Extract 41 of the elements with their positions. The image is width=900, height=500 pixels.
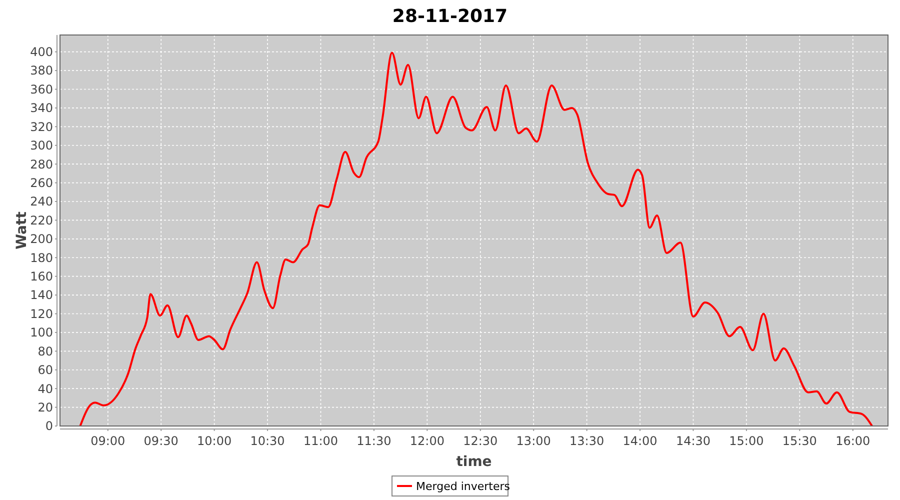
y-tick-label: 80: [38, 344, 53, 358]
y-tick-label: 340: [30, 101, 53, 116]
y-tick-label: 260: [30, 176, 53, 190]
y-tick-label: 240: [30, 194, 53, 209]
y-tick-label: 0: [45, 419, 53, 434]
y-tick-label: 100: [30, 326, 53, 340]
y-tick-label: 220: [30, 213, 53, 228]
x-tick-label: 14:00: [622, 434, 658, 448]
x-tick-label: 09:30: [144, 434, 178, 448]
y-tick-label: 320: [30, 120, 53, 134]
x-tick-label: 12:00: [410, 434, 444, 448]
x-tick-label: 10:00: [197, 434, 232, 448]
x-tick-label: 16:00: [836, 434, 870, 448]
y-tick-label: 40: [38, 382, 53, 396]
x-tick-label: 09:00: [90, 434, 126, 448]
y-tick-label: 120: [30, 306, 53, 321]
y-tick-label: 280: [30, 157, 53, 172]
y-tick-label: 160: [30, 270, 53, 284]
y-tick-label: 200: [30, 232, 53, 246]
x-tick-label: 13:00: [516, 434, 551, 448]
legend-label: Merged inverters: [416, 480, 510, 493]
x-axis-title: time: [456, 454, 492, 470]
y-tick-label: 300: [30, 138, 53, 153]
y-axis-title: Watt: [14, 211, 30, 250]
x-tick-label: 14:30: [676, 434, 711, 448]
y-tick-label: 140: [30, 288, 53, 302]
x-tick-label: 12:30: [463, 434, 498, 448]
x-tick-label: 11:00: [303, 434, 338, 448]
x-tick-label: 11:30: [356, 434, 392, 448]
x-tick-label: 15:00: [729, 434, 764, 448]
line-series: [79, 52, 874, 426]
y-tick-label: 360: [30, 82, 53, 96]
x-tick-label: 13:30: [570, 434, 604, 448]
y-tick-label: 60: [38, 363, 53, 378]
x-tick-label: 15:30: [782, 434, 817, 448]
y-tick-label: 180: [30, 250, 53, 265]
y-tick-label: 380: [30, 64, 53, 78]
y-tick-label: 400: [30, 45, 53, 60]
chart-title: 28-11-2017: [392, 6, 508, 27]
x-tick-label: 10:30: [250, 434, 285, 448]
y-tick-label: 20: [38, 400, 53, 414]
